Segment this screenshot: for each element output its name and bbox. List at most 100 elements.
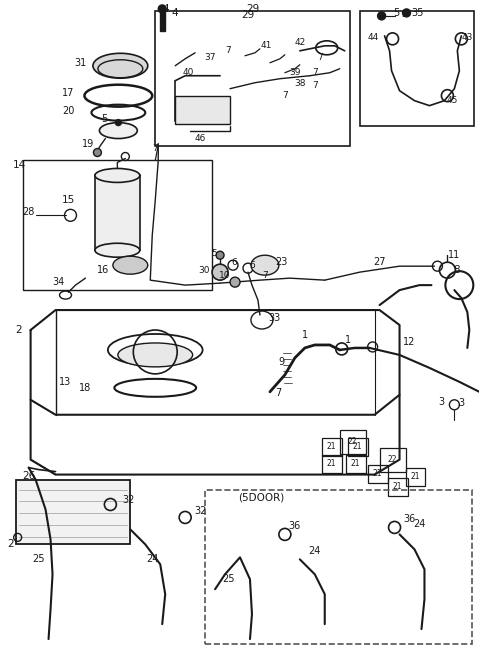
Text: 45: 45 (447, 96, 458, 105)
Text: (5DOOR): (5DOOR) (238, 493, 284, 502)
Text: 7: 7 (312, 68, 318, 77)
Text: 9: 9 (279, 357, 285, 367)
Text: 29: 29 (241, 10, 254, 20)
Text: 7: 7 (312, 81, 318, 91)
Text: 4: 4 (162, 4, 169, 14)
Circle shape (158, 5, 166, 13)
Text: 3: 3 (438, 397, 444, 407)
Text: 42: 42 (294, 38, 305, 47)
Text: 3: 3 (458, 398, 465, 408)
Bar (23, 161, 212, 290)
Bar (322, 438, 342, 456)
Text: 22: 22 (388, 455, 397, 464)
Text: 21: 21 (351, 459, 360, 468)
Text: 7: 7 (152, 144, 158, 153)
Text: 35: 35 (411, 8, 424, 18)
Text: 7: 7 (275, 388, 281, 398)
Text: 19: 19 (82, 138, 95, 148)
Bar (160, 9, 165, 31)
Ellipse shape (113, 256, 148, 274)
Text: 36: 36 (288, 522, 301, 531)
Text: 21: 21 (373, 469, 383, 478)
Text: 37: 37 (204, 53, 216, 62)
Text: 2: 2 (7, 539, 14, 549)
Text: 40: 40 (182, 68, 194, 77)
Text: 5: 5 (211, 249, 217, 258)
Text: 46: 46 (194, 134, 206, 143)
Bar (96, 175, 140, 250)
Text: 7: 7 (317, 53, 323, 62)
Bar (175, 96, 230, 123)
Circle shape (216, 251, 224, 259)
Ellipse shape (95, 169, 140, 182)
Bar (380, 447, 406, 472)
Text: 5: 5 (393, 8, 399, 18)
Text: 38: 38 (294, 79, 306, 88)
Text: 21: 21 (411, 472, 420, 481)
Text: 32: 32 (194, 506, 206, 516)
Text: 5: 5 (402, 10, 408, 20)
Bar (360, 11, 474, 125)
Bar (387, 478, 408, 495)
Ellipse shape (251, 255, 279, 275)
Text: 16: 16 (97, 265, 109, 275)
Bar (16, 480, 130, 544)
Circle shape (212, 264, 228, 280)
Text: 21: 21 (353, 442, 362, 451)
Circle shape (403, 9, 410, 17)
Text: 15: 15 (62, 195, 75, 205)
Text: 12: 12 (403, 337, 416, 347)
Text: 41: 41 (260, 41, 272, 51)
Text: 6: 6 (249, 260, 255, 270)
Text: 4: 4 (172, 8, 179, 18)
Ellipse shape (93, 53, 148, 78)
Text: 24: 24 (413, 520, 426, 529)
Circle shape (94, 148, 101, 157)
Circle shape (230, 277, 240, 287)
Text: 1: 1 (302, 330, 308, 340)
Bar (406, 468, 425, 485)
Text: 34: 34 (52, 277, 65, 287)
Text: 24: 24 (309, 546, 321, 556)
Text: 26: 26 (23, 470, 36, 481)
Text: 14: 14 (12, 161, 26, 171)
Text: 7: 7 (282, 91, 288, 100)
Text: 25: 25 (222, 574, 234, 584)
Text: 24: 24 (146, 554, 158, 564)
Circle shape (115, 119, 121, 125)
Text: 44: 44 (368, 33, 379, 43)
Bar (205, 489, 472, 644)
Text: 36: 36 (403, 514, 416, 524)
Text: 1: 1 (345, 335, 351, 345)
Text: 11: 11 (448, 250, 460, 260)
Text: 32: 32 (122, 495, 134, 504)
Text: 17: 17 (62, 88, 75, 98)
Text: 43: 43 (462, 33, 473, 43)
Bar (322, 455, 342, 472)
Text: 28: 28 (23, 207, 35, 217)
Bar (340, 430, 366, 454)
Text: 33: 33 (269, 313, 281, 323)
Text: 10: 10 (219, 271, 231, 279)
Ellipse shape (118, 343, 192, 367)
Text: 2: 2 (15, 325, 22, 335)
Text: 23: 23 (276, 257, 288, 267)
Text: 6: 6 (231, 258, 237, 267)
Bar (368, 464, 387, 483)
Text: 30: 30 (199, 266, 210, 275)
Text: 29: 29 (246, 4, 260, 14)
Text: 8: 8 (453, 265, 460, 275)
Circle shape (378, 12, 385, 20)
Text: 31: 31 (74, 58, 86, 68)
Text: 20: 20 (62, 106, 75, 115)
Bar (346, 455, 366, 472)
Text: 18: 18 (79, 383, 92, 393)
Text: 22: 22 (348, 437, 358, 446)
Bar (155, 11, 350, 146)
Ellipse shape (95, 243, 140, 257)
Text: 7: 7 (262, 271, 268, 279)
Text: 27: 27 (373, 257, 386, 267)
Text: 13: 13 (60, 377, 72, 387)
Text: 5: 5 (101, 113, 108, 123)
Text: 7: 7 (225, 47, 231, 55)
